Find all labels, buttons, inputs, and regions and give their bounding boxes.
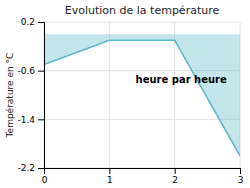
y-tick-mark (38, 119, 44, 120)
x-axis: 0 1 2 3 (42, 168, 244, 185)
marks (44, 34, 240, 156)
grid-line (109, 22, 110, 168)
x-tick-mark (109, 168, 110, 174)
y-tick-label: -2.2 (17, 163, 35, 173)
x-tick-label: 2 (172, 175, 178, 185)
grid (44, 22, 240, 168)
x-tick: 1 (107, 168, 113, 185)
x-axis-line (45, 169, 241, 175)
y-tick-mark (38, 22, 44, 23)
y-tick: -2.2 (17, 163, 44, 173)
x-tick-label: 3 (238, 175, 244, 185)
x-tick: 2 (172, 168, 178, 185)
grid-line (44, 119, 240, 120)
y-tick-label: -1.4 (17, 115, 35, 125)
y-tick-label: -0.6 (17, 66, 35, 76)
x-tick: 0 (42, 168, 48, 185)
grid-line (44, 22, 240, 23)
title: Evolution de la température (65, 4, 220, 17)
y-axis-title: Température en °C (5, 53, 15, 139)
x-tick-label: 1 (107, 175, 113, 185)
plot: 0 1 2 3 0.2 -0.6 -1.4 -2.2 heure par heure (17, 17, 243, 185)
y-tick: 0.2 (21, 17, 44, 27)
y-axis-line (38, 23, 45, 169)
y-tick-mark (38, 71, 44, 72)
line (44, 40, 240, 156)
y-tick-mark (38, 168, 44, 169)
y-tick: -0.6 (17, 66, 44, 76)
y-tick: -1.4 (17, 115, 44, 125)
x-tick-label: 0 (42, 175, 48, 185)
y-axis: 0.2 -0.6 -1.4 -2.2 (17, 17, 44, 173)
chart: 0 1 2 3 0.2 -0.6 -1.4 -2.2 heure par heure Evolut… (0, 0, 250, 188)
area (44, 34, 240, 156)
x-tick-mark (240, 168, 241, 174)
grid-line (174, 22, 175, 168)
x-tick: 3 (238, 168, 244, 185)
annotation: heure par heure (136, 74, 227, 85)
y-tick-label: 0.2 (21, 17, 35, 27)
x-tick-mark (175, 168, 176, 174)
